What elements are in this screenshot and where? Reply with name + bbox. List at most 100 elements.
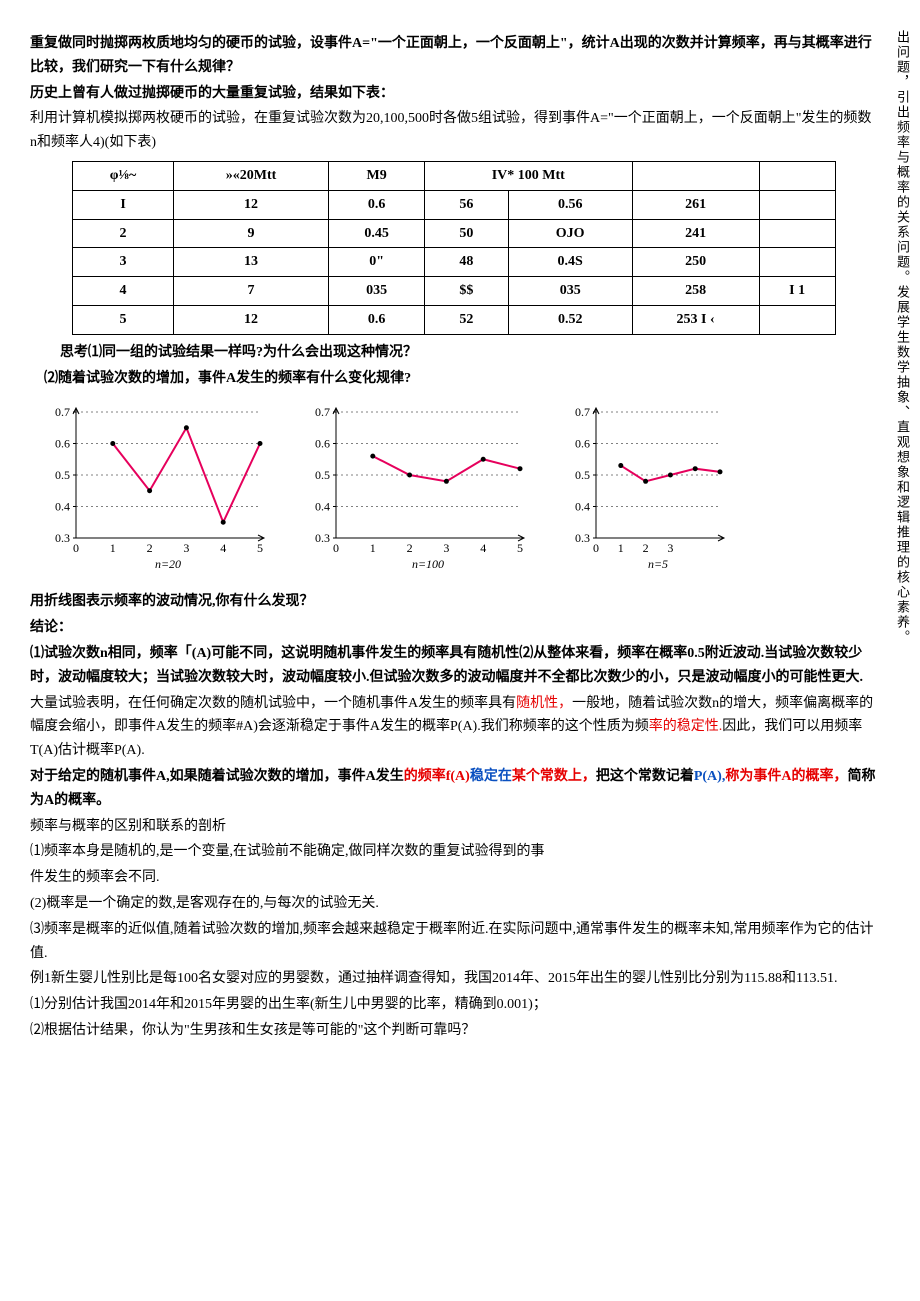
svg-text:0.3: 0.3	[315, 531, 330, 545]
svg-text:0.6: 0.6	[315, 437, 330, 451]
def-s6: P(A),	[694, 769, 726, 784]
svg-text:0: 0	[73, 541, 79, 555]
table-cell: I 1	[759, 277, 835, 306]
freq-table: φ⅛~ »«20Mtt M9 IV* 100 Mtt I120.6560.562…	[72, 161, 835, 335]
frequency-chart: 0.30.40.50.60.70123n=5	[560, 402, 730, 572]
table-cell: 0.56	[508, 190, 632, 219]
table-cell: 4	[73, 277, 173, 306]
after-c1: ⑴试验次数n相同，频率「(A)可能不同，这说明随机事件发生的频率具有随机性⑵从整…	[30, 642, 878, 690]
table-cell: I	[73, 190, 173, 219]
table-cell: 3	[73, 248, 173, 277]
svg-text:n=100: n=100	[412, 557, 444, 571]
table-row: I120.6560.56261	[73, 190, 835, 219]
svg-text:0.7: 0.7	[575, 405, 590, 419]
def-s5: 把这个常数记着	[596, 769, 694, 784]
table-cell: 9	[173, 219, 329, 248]
intro-p3: 利用计算机模拟掷两枚硬币的试验，在重复试验次数为20,100,500时各做5组试…	[30, 107, 878, 155]
svg-text:4: 4	[480, 541, 486, 555]
table-cell: 241	[632, 219, 759, 248]
table-cell: 0.4S	[508, 248, 632, 277]
intro-p2: 历史上曾有人做过抛掷硬币的大量重复试验，结果如下表：	[30, 82, 878, 106]
analysis-a3: ⑶频率是概率的近似值,随着试验次数的增加,频率会越来越稳定于概率附近.在实际问题…	[30, 918, 878, 966]
table-cell: 0.52	[508, 305, 632, 334]
svg-text:0: 0	[593, 541, 599, 555]
svg-text:0.5: 0.5	[315, 468, 330, 482]
table-cell: OJO	[508, 219, 632, 248]
def-s1: 对于给定的随机事件A,如果随着试验次数的增加，事件A发生	[30, 769, 404, 784]
table-header: φ⅛~ »«20Mtt M9 IV* 100 Mtt	[73, 161, 835, 190]
table-cell: 56	[424, 190, 508, 219]
para-1d: 率的稳定性.	[649, 719, 723, 734]
table-cell: 035	[329, 277, 425, 306]
th-1: »«20Mtt	[173, 161, 329, 190]
svg-text:0.6: 0.6	[55, 437, 70, 451]
analysis-a1: ⑴频率本身是随机的,是一个变量,在试验前不能确定,做同样次数的重复试验得到的事	[30, 840, 878, 864]
svg-text:0: 0	[333, 541, 339, 555]
example-1: 例1新生婴儿性别比是每100名女婴对应的男婴数，通过抽样调查得知，我国2014年…	[30, 967, 878, 991]
svg-text:1: 1	[370, 541, 376, 555]
th-3: IV* 100 Mtt	[424, 161, 632, 190]
after-concl: 结论：	[30, 616, 878, 640]
svg-text:0.5: 0.5	[55, 468, 70, 482]
after-q: 用折线图表示频率的波动情况,你有什么发现？	[30, 590, 878, 614]
table-cell: 253 I ‹	[632, 305, 759, 334]
analysis-a2: (2)概率是一个确定的数,是客观存在的,与每次的试验无关.	[30, 892, 878, 916]
svg-text:1: 1	[110, 541, 116, 555]
svg-text:2: 2	[147, 541, 153, 555]
table-cell	[759, 305, 835, 334]
analysis-a1b: 件发生的频率会不同.	[30, 866, 878, 890]
table-cell: 0.45	[329, 219, 425, 248]
table-cell: 52	[424, 305, 508, 334]
table-cell: 035	[508, 277, 632, 306]
table-cell: 261	[632, 190, 759, 219]
side-note: 出问题，引出频率与概率的关系问题。发展学生数学抽象、直观想象和逻辑推理的核心素养…	[888, 30, 910, 1045]
table-cell: 12	[173, 190, 329, 219]
table-cell: 7	[173, 277, 329, 306]
svg-text:2: 2	[407, 541, 413, 555]
th-0: φ⅛~	[73, 161, 173, 190]
frequency-chart: 0.30.40.50.60.7012345n=20	[40, 402, 270, 572]
def-s3: 稳定在	[470, 769, 512, 784]
svg-text:3: 3	[183, 541, 189, 555]
table-cell	[759, 219, 835, 248]
para-1: 大量试验表明，在任何确定次数的随机试验中，一个随机事件A发生的频率具有随机性，一…	[30, 692, 878, 763]
def-s7: 称为事件A的概率，	[725, 769, 847, 784]
svg-text:3: 3	[443, 541, 449, 555]
table-cell: $$	[424, 277, 508, 306]
table-cell: 2	[73, 219, 173, 248]
table-row: 290.4550OJO241	[73, 219, 835, 248]
svg-text:5: 5	[517, 541, 523, 555]
svg-text:1: 1	[618, 541, 624, 555]
svg-text:0.7: 0.7	[315, 405, 330, 419]
intro-p1-text: 重复做同时抛掷两枚质地均匀的硬币的试验，设事件A="一个正面朝上，一个反面朝上"…	[30, 36, 872, 75]
think-q1: 思考⑴同一组的试验结果一样吗?为什么会出现这种情况？	[60, 341, 878, 365]
intro-p1: 重复做同时抛掷两枚质地均匀的硬币的试验，设事件A="一个正面朝上，一个反面朝上"…	[30, 32, 878, 80]
def-s2: 的频率f(A)	[404, 769, 470, 784]
table-cell: 50	[424, 219, 508, 248]
svg-text:4: 4	[220, 541, 226, 555]
svg-text:2: 2	[643, 541, 649, 555]
table-cell: 0.6	[329, 190, 425, 219]
definition: 对于给定的随机事件A,如果随着试验次数的增加，事件A发生的频率f(A)稳定在某个…	[30, 765, 878, 813]
think-q2: ⑵随着试验次数的增加，事件A发生的频率有什么变化规律?	[44, 367, 878, 391]
table-cell	[759, 248, 835, 277]
table-cell: 5	[73, 305, 173, 334]
svg-text:0.4: 0.4	[315, 500, 330, 514]
table-cell: 12	[173, 305, 329, 334]
svg-text:0.3: 0.3	[55, 531, 70, 545]
table-row: 5120.6520.52253 I ‹	[73, 305, 835, 334]
analysis-h: 频率与概率的区别和联系的剖析	[30, 815, 878, 839]
svg-text:0.4: 0.4	[55, 500, 70, 514]
svg-text:0.4: 0.4	[575, 500, 590, 514]
frequency-chart: 0.3 0.4 0.5 0.6 0.7 0 1 2 3 4 5 n=100	[300, 402, 530, 572]
svg-text:0.7: 0.7	[55, 405, 70, 419]
table-cell: 0"	[329, 248, 425, 277]
charts-row: 0.30.40.50.60.7012345n=200.30.40.50.60.7…	[40, 402, 878, 572]
svg-text:3: 3	[667, 541, 673, 555]
svg-text:0.3: 0.3	[575, 531, 590, 545]
svg-text:0.6: 0.6	[575, 437, 590, 451]
table-cell	[759, 190, 835, 219]
th-5	[759, 161, 835, 190]
example-q2: ⑵根据估计结果，你认为"生男孩和生女孩是等可能的"这个判断可靠吗？	[30, 1019, 878, 1043]
table-row: 47035$$035258I 1	[73, 277, 835, 306]
